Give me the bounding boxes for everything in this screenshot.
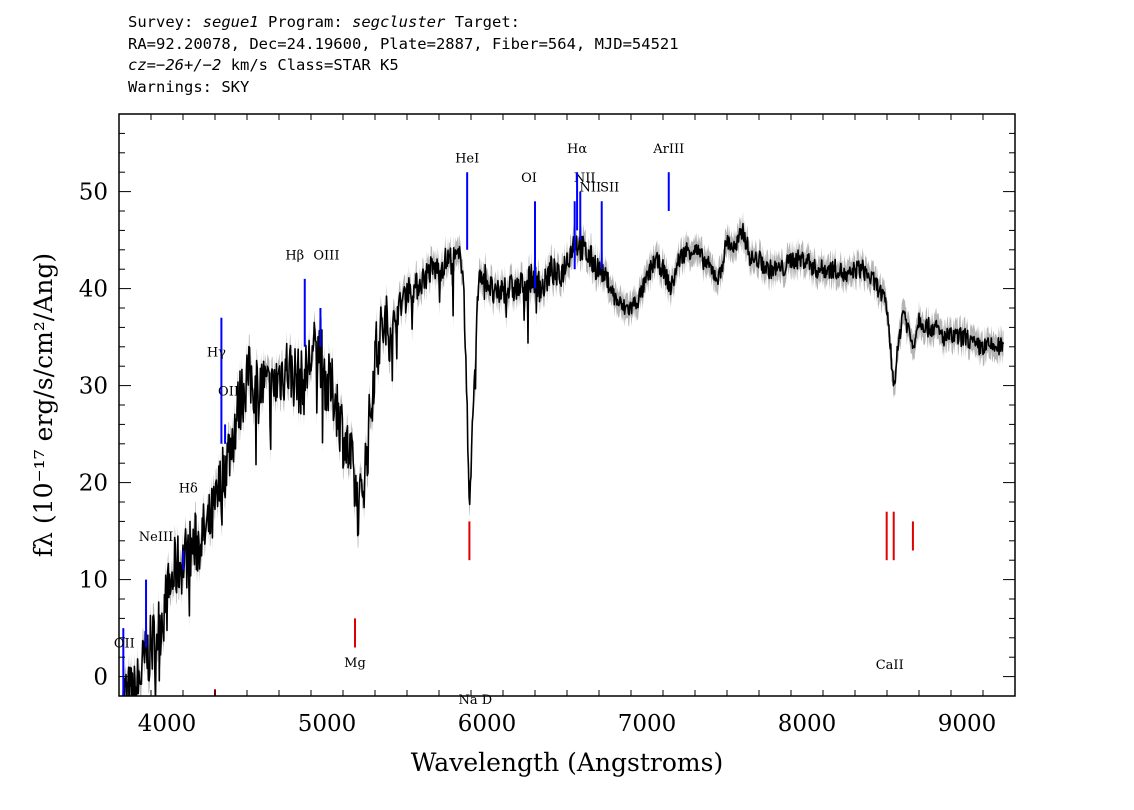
line-label-7: HeI [455,152,479,167]
y-tick-label-5: 50 [79,180,108,206]
line-label-4: OIII [218,384,244,399]
line-label-1: NeIII [139,530,173,545]
spectrum-header: Survey: segue1 Program: segcluster Targe… [128,12,1028,98]
line-label-12: SII [600,181,619,196]
program-name: segcluster [352,13,446,31]
line-label-16: CaII [876,658,904,673]
line-label-8: OI [521,171,537,186]
line-label-3: Hγ [207,346,226,361]
flux-error-band [122,211,1004,696]
x-axis-label: Wavelength (Angstroms) [411,748,723,777]
line-label-10: Hα [567,142,587,157]
cz-value: −26 [156,56,184,74]
x-tick-label-0: 4000 [138,711,197,737]
y-axis-label: fλ (10⁻¹⁷ erg/s/cm²/Ang) [29,253,58,557]
line-label-15: Na D [459,693,493,708]
line-label-14: Mg [344,656,366,671]
line-label-0: OII [114,637,135,652]
header-line-survey: Survey: segue1 Program: segcluster Targe… [128,13,521,31]
line-label-5: Hβ [285,249,304,264]
line-label-6: OIII [313,249,339,264]
y-tick-label-3: 30 [79,374,108,400]
y-tick-label-0: 0 [93,665,108,691]
y-tick-label-4: 40 [79,277,108,303]
cz-error: 2 [212,56,222,74]
line-label-11: NII [579,181,601,196]
y-tick-label-2: 20 [79,471,108,497]
x-tick-label-4: 8000 [778,711,837,737]
line-label-13: ArIII [652,142,684,157]
header-line-coordinates: RA=92.20078, Dec=24.19600, Plate=2887, F… [128,34,679,53]
axis-ticks: 4000 5000 6000 7000 8000 9000 0 10 20 30 40 50 [79,113,1016,737]
x-tick-label-3: 7000 [618,711,677,737]
survey-name: segue1 [202,13,259,31]
x-tick-label-2: 6000 [458,711,517,737]
x-tick-label-5: 9000 [938,711,997,737]
y-tick-label-1: 10 [79,568,108,594]
flux-error-area [122,211,1004,696]
header-line-redshift: cz=−26+/−2 km/s Class=STAR K5 [128,56,399,74]
spectrum-layer [122,222,1005,696]
line-label-2: Hδ [179,481,198,496]
line-label-9: NII [574,171,596,186]
spectrum-line [122,222,1005,696]
x-tick-label-1: 5000 [298,711,357,737]
header-line-warnings: Warnings: SKY [128,77,250,96]
class-label: Class=STAR K5 [277,56,399,74]
